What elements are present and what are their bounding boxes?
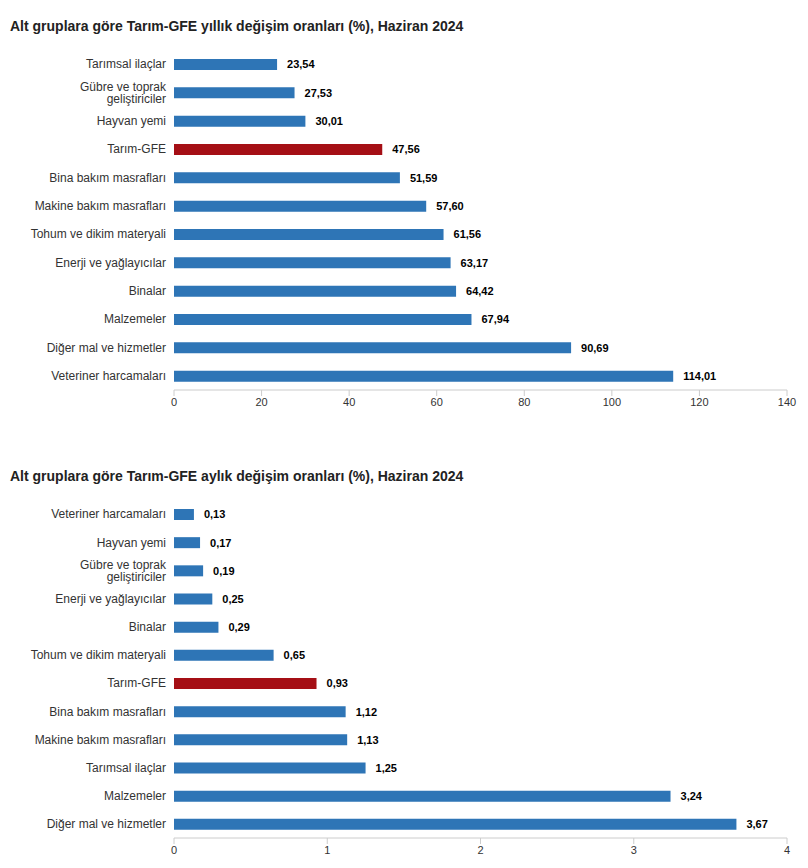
svg-text:0,65: 0,65 bbox=[284, 649, 305, 661]
svg-text:0,13: 0,13 bbox=[204, 508, 225, 520]
svg-text:114,01: 114,01 bbox=[683, 370, 716, 382]
svg-text:100: 100 bbox=[603, 396, 621, 408]
svg-text:90,69: 90,69 bbox=[581, 342, 609, 354]
svg-text:0,93: 0,93 bbox=[327, 677, 348, 689]
svg-text:Binalar: Binalar bbox=[129, 284, 166, 298]
svg-text:Gübre ve toprakgeliştiriciler: Gübre ve toprakgeliştiriciler bbox=[80, 80, 167, 106]
svg-text:0,29: 0,29 bbox=[228, 621, 249, 633]
svg-text:0,17: 0,17 bbox=[210, 537, 231, 549]
svg-text:1,12: 1,12 bbox=[356, 706, 377, 718]
svg-text:Malzemeler: Malzemeler bbox=[104, 789, 166, 803]
svg-text:2: 2 bbox=[477, 844, 483, 856]
svg-text:60: 60 bbox=[431, 396, 443, 408]
svg-text:Hayvan yemi: Hayvan yemi bbox=[97, 536, 166, 550]
svg-text:40: 40 bbox=[343, 396, 355, 408]
svg-text:Diğer mal ve hizmetler: Diğer mal ve hizmetler bbox=[47, 817, 166, 831]
svg-text:140: 140 bbox=[778, 396, 796, 408]
svg-text:Makine bakım masrafları: Makine bakım masrafları bbox=[35, 199, 166, 213]
svg-text:0: 0 bbox=[171, 844, 177, 856]
svg-text:Enerji ve yağlayıcılar: Enerji ve yağlayıcılar bbox=[55, 592, 166, 606]
svg-text:Tarımsal ilaçlar: Tarımsal ilaçlar bbox=[86, 761, 166, 775]
svg-text:3,67: 3,67 bbox=[746, 818, 767, 830]
svg-text:0,19: 0,19 bbox=[213, 565, 234, 577]
html-text:Alt gruplara göre Tarım-GFE yı: Alt gruplara göre Tarım-GFE yıllık değiş… bbox=[10, 18, 464, 34]
svg-text:57,60: 57,60 bbox=[436, 200, 464, 212]
svg-text:47,56: 47,56 bbox=[392, 143, 420, 155]
svg-text:Veteriner harcamaları: Veteriner harcamaları bbox=[51, 369, 166, 383]
svg-text:Makine bakım masrafları: Makine bakım masrafları bbox=[35, 733, 166, 747]
svg-text:120: 120 bbox=[690, 396, 708, 408]
svg-text:Malzemeler: Malzemeler bbox=[104, 312, 166, 326]
svg-text:Bina bakım masrafları: Bina bakım masrafları bbox=[49, 705, 166, 719]
svg-text:Tohum ve dikim materyali: Tohum ve dikim materyali bbox=[31, 648, 166, 662]
svg-text:80: 80 bbox=[518, 396, 530, 408]
svg-text:30,01: 30,01 bbox=[315, 115, 343, 127]
svg-text:51,59: 51,59 bbox=[410, 172, 438, 184]
svg-text:64,42: 64,42 bbox=[466, 285, 494, 297]
svg-text:3: 3 bbox=[631, 844, 637, 856]
svg-text:20: 20 bbox=[255, 396, 267, 408]
svg-text:Tohum ve dikim materyali: Tohum ve dikim materyali bbox=[31, 227, 166, 241]
svg-text:Hayvan yemi: Hayvan yemi bbox=[97, 114, 166, 128]
svg-text:1,25: 1,25 bbox=[376, 762, 397, 774]
svg-text:23,54: 23,54 bbox=[287, 58, 315, 70]
svg-text:1,13: 1,13 bbox=[357, 734, 378, 746]
svg-text:27,53: 27,53 bbox=[305, 87, 333, 99]
svg-text:Tarım-GFE: Tarım-GFE bbox=[107, 676, 166, 690]
svg-text:Bina bakım masrafları: Bina bakım masrafları bbox=[49, 171, 166, 185]
svg-text:0: 0 bbox=[171, 396, 177, 408]
svg-text:Enerji ve yağlayıcılar: Enerji ve yağlayıcılar bbox=[55, 256, 166, 270]
svg-text:61,56: 61,56 bbox=[454, 228, 482, 240]
svg-text:3,24: 3,24 bbox=[681, 790, 703, 802]
svg-text:Binalar: Binalar bbox=[129, 620, 166, 634]
svg-text:1: 1 bbox=[324, 844, 330, 856]
svg-text:63,17: 63,17 bbox=[461, 257, 489, 269]
svg-text:Veteriner harcamaları: Veteriner harcamaları bbox=[51, 507, 166, 521]
svg-text:Diğer mal ve hizmetler: Diğer mal ve hizmetler bbox=[47, 341, 166, 355]
svg-text:67,94: 67,94 bbox=[481, 313, 509, 325]
svg-text:Tarımsal ilaçlar: Tarımsal ilaçlar bbox=[86, 57, 166, 71]
html-text:Alt gruplara göre Tarım-GFE ay: Alt gruplara göre Tarım-GFE aylık değişi… bbox=[10, 468, 464, 484]
svg-text:4: 4 bbox=[784, 844, 790, 856]
svg-text:Gübre ve toprakgeliştiriciler: Gübre ve toprakgeliştiriciler bbox=[80, 558, 167, 584]
svg-text:0,25: 0,25 bbox=[222, 593, 243, 605]
svg-text:Tarım-GFE: Tarım-GFE bbox=[107, 142, 166, 156]
